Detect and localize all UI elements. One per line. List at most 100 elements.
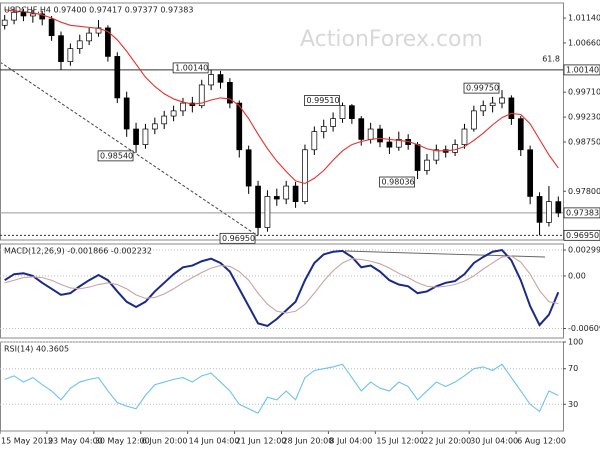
panel-title: MACD(12,26,9) -0.001866 -0.002232 [4, 247, 152, 256]
y-tick-label: 1.01140 [568, 14, 600, 23]
annotation-box [304, 95, 340, 106]
x-tick-label: 30 Jul 04:00 [470, 437, 518, 446]
indicator-line [4, 248, 560, 328]
y-tick-label: 70 [568, 364, 578, 373]
annotation-box [463, 82, 500, 94]
y-tick-label: 0.98750 [568, 137, 600, 146]
x-tick-label: 23 May 04:00 [48, 437, 103, 446]
candle-body [499, 97, 505, 104]
x-tick-label: 28 Jun 20:00 [283, 437, 334, 446]
panel-frame [0, 2, 564, 241]
level-label: 0.96950 [566, 231, 599, 240]
candle-body [161, 115, 168, 125]
candle-body [377, 128, 383, 143]
candle-body [11, 11, 17, 21]
candle-body [1, 19, 8, 26]
candle-body [461, 128, 468, 145]
candle-body [273, 196, 280, 200]
y-tick-label: -0.006097 [568, 324, 600, 333]
candle-body [471, 110, 477, 130]
y-tick-label: 0.97800 [568, 187, 600, 196]
candle-body [283, 185, 290, 200]
candle-body [527, 149, 534, 197]
candle-body [395, 139, 402, 148]
candle-body [414, 144, 421, 171]
candle-body [264, 196, 271, 228]
annotation-label: 0.98540 [100, 151, 133, 160]
candle-body [208, 74, 214, 86]
x-tick-label: 8 Jul 04:00 [329, 437, 372, 446]
x-tick-label: 22 Jul 20:00 [423, 437, 471, 446]
candle-body [330, 118, 336, 127]
annotation-box [97, 150, 134, 162]
y-tick-label: 1.00660 [568, 38, 600, 47]
annotation-label: 0.99750 [466, 84, 499, 93]
candle-body [480, 105, 487, 112]
candle-body [292, 185, 299, 202]
candle-body [245, 149, 252, 187]
level-label: 1.00140 [566, 65, 599, 74]
annotation-box [219, 232, 256, 244]
candle-body [367, 128, 374, 140]
x-tick-label: 6 Jun 20:00 [142, 437, 188, 446]
level-label: 0.97383 [566, 208, 599, 217]
y-tick-label: 0.00 [568, 271, 586, 280]
candle-body [142, 128, 149, 145]
candle-body [217, 74, 224, 83]
candle-body [105, 27, 111, 57]
x-tick-label: 15 May 2019 [1, 437, 53, 446]
annotation-label: 1.00140 [175, 63, 208, 72]
candle-body [386, 141, 393, 148]
candle-body [349, 105, 355, 119]
candle-body [198, 84, 205, 107]
level-box [563, 229, 600, 241]
x-tick-label: 6 Aug 12:00 [517, 437, 566, 446]
x-tick-label: 21 Jun 12:00 [236, 437, 287, 446]
candle-body [67, 48, 74, 62]
annotation-label: 0.96950 [222, 234, 255, 243]
y-tick-label: 0.99710 [568, 88, 600, 97]
fib-label: 61.8 [542, 54, 560, 63]
level-box [563, 207, 600, 219]
candle-body [180, 102, 186, 112]
candle-body [133, 128, 139, 145]
x-tick-label: 15 Jul 12:00 [376, 437, 424, 446]
candle-body [358, 118, 365, 140]
level-box [563, 64, 600, 76]
candle-body [311, 131, 318, 151]
candle-body [536, 196, 543, 223]
indicator-line [4, 363, 559, 414]
candle-body [489, 102, 496, 107]
annotation-label: 0.98036 [382, 178, 415, 187]
candle-body [170, 110, 177, 117]
candle-body [555, 201, 562, 214]
x-tick-label: 14 Jun 04:00 [189, 437, 240, 446]
candle-body [339, 105, 346, 119]
candle-body [320, 126, 327, 132]
annotation-label: 0.99510 [306, 96, 339, 105]
candle-body [114, 56, 121, 99]
annotation-box [172, 62, 209, 74]
panel-title: RSI(14) 40.3605 [4, 345, 69, 354]
candle-body [517, 118, 524, 151]
indicator-line [4, 255, 559, 314]
watermark: ActionForex.com [300, 27, 483, 52]
y-tick-label: 100 [568, 338, 583, 347]
candle-body [255, 185, 261, 228]
y-tick-label: 30 [568, 400, 578, 409]
candle-body [48, 18, 55, 37]
annotation-box [379, 176, 415, 188]
candle-body [546, 201, 552, 223]
candle-body [29, 13, 36, 17]
candle-body [123, 97, 130, 130]
candle-body [452, 144, 458, 153]
panel-title: USDCHF,H4 0.97400 0.97417 0.97377 0.9738… [4, 6, 193, 15]
candle-body [508, 97, 515, 119]
moving-average [4, 9, 559, 185]
y-tick-label: 0.99230 [568, 113, 600, 122]
candle-body [58, 35, 64, 62]
trend-line [0, 61, 259, 237]
candle-body [151, 123, 158, 130]
